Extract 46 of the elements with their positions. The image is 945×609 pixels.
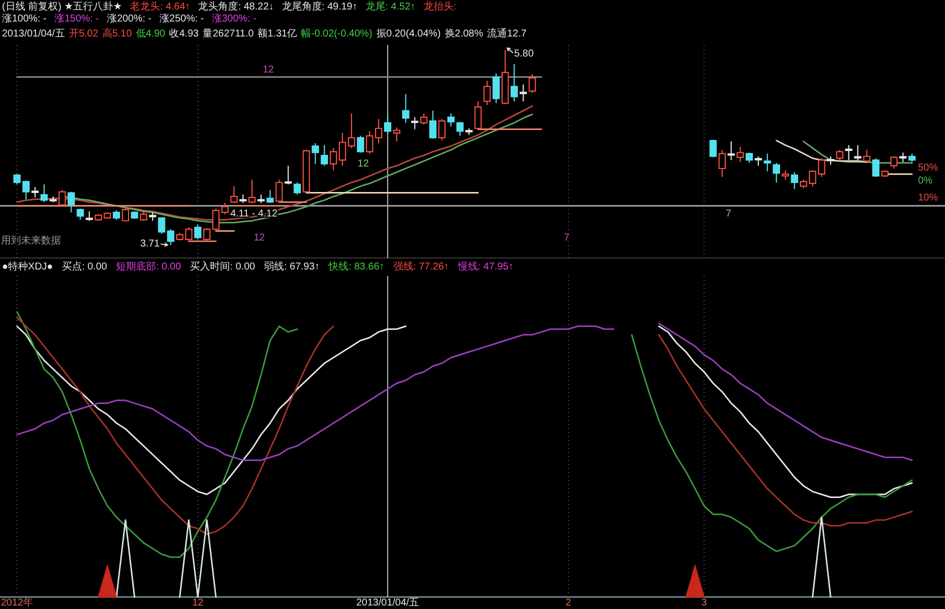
annotation: 用到未来数据: [1, 236, 61, 246]
annotation: 12: [358, 158, 369, 170]
annotation: 12: [254, 232, 265, 244]
header-text: 涨100%: -: [2, 14, 46, 24]
header-text: 流通12.7: [487, 28, 527, 40]
header-text: 龙抬头:: [423, 2, 456, 12]
header-text: 短期底部: 0.00: [116, 262, 182, 272]
header-text: 振0.20(4.04%): [376, 28, 441, 40]
chart-title: (日线 前复权) ★五行八卦★: [2, 2, 122, 12]
header-text: 涨300%: -: [212, 14, 256, 24]
header-text: 龙尾角度: 49.19↑: [282, 2, 358, 12]
header-text: 高5.10: [102, 28, 132, 40]
annotation: 7: [564, 232, 570, 244]
annotation: 7: [726, 208, 732, 220]
header-text: 量262711.0: [202, 28, 254, 40]
header-text: 弱线: 67.93↑: [264, 262, 320, 272]
header-text: 强线: 77.26↑: [393, 262, 449, 272]
annotation: 50%: [918, 162, 938, 174]
header-text: 买点: 0.00: [62, 262, 108, 272]
header-text: 开5.02: [68, 28, 98, 40]
header-text: 涨200%: -: [106, 14, 152, 24]
header-text: 低4.90: [136, 28, 166, 40]
annotation: 10%: [918, 192, 938, 204]
x-tick-label: 12: [192, 598, 204, 608]
header-text: 买入时间: 0.00: [190, 262, 256, 272]
x-tick-label: 2012年: [0, 598, 34, 608]
header-text: 收4.93: [169, 28, 199, 40]
x-tick-label: 2013/01/04/五: [356, 598, 420, 608]
x-tick-label: 3: [701, 598, 707, 608]
header-text: 幅-0.02(-0.40%): [301, 28, 372, 40]
header-text: 慢线: 47.95↑: [458, 262, 514, 272]
header-text: 老龙头: 4.64↑: [130, 2, 190, 12]
header-text: 快线: 83.66↑: [328, 262, 384, 272]
annotation: 3.71: [140, 238, 160, 250]
annotation: 12: [262, 64, 274, 76]
header-text: 2013/01/04/五: [2, 28, 65, 40]
header-text: 额1.31亿: [258, 28, 298, 40]
annotation: 0%: [918, 176, 932, 186]
annotation: 5.80: [514, 48, 534, 60]
header-text: 涨150%: -: [54, 14, 99, 24]
header-text: 龙头角度: 48.22↓: [198, 2, 274, 12]
header-text: 涨250%: -: [159, 14, 204, 24]
chart-title: ●特种XDJ●: [2, 262, 53, 272]
x-tick-label: 2: [566, 598, 572, 608]
header-text: 龙尾: 4.52↑: [365, 2, 416, 12]
header-text: 换2.08%: [444, 28, 484, 40]
